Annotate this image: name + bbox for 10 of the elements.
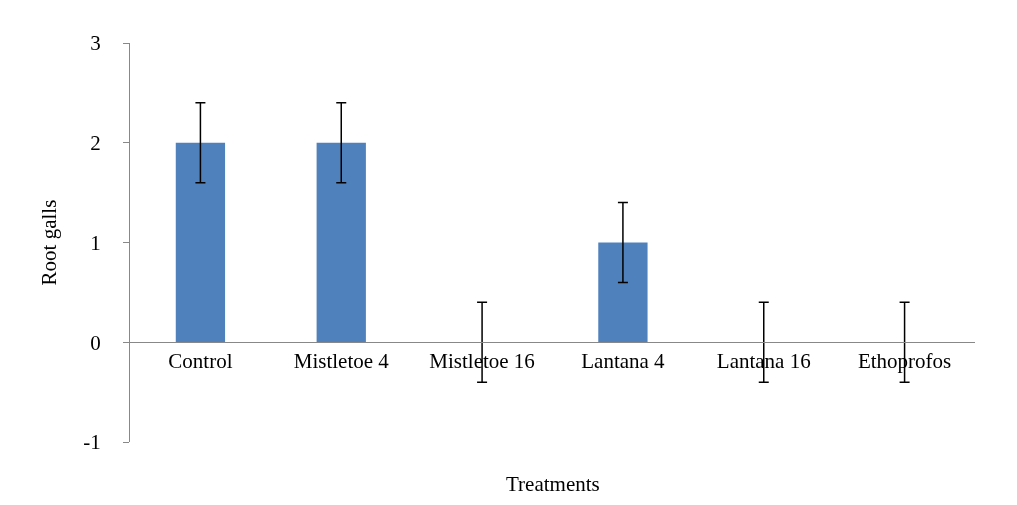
y-axis-title: Root galls bbox=[37, 199, 62, 286]
x-tick-label: Control bbox=[168, 349, 233, 374]
x-tick-label: Lantana 4 bbox=[581, 349, 666, 374]
y-tick-label: 1 bbox=[90, 230, 101, 255]
y-tick-label: 2 bbox=[90, 131, 101, 156]
x-tick-label: Mistletoe 4 bbox=[293, 349, 390, 374]
y-tick-label: 0 bbox=[90, 330, 101, 355]
y-tick-label: 3 bbox=[90, 31, 101, 56]
y-tick-label: -1 bbox=[83, 430, 101, 455]
x-axis-title: Treatments bbox=[506, 472, 600, 496]
